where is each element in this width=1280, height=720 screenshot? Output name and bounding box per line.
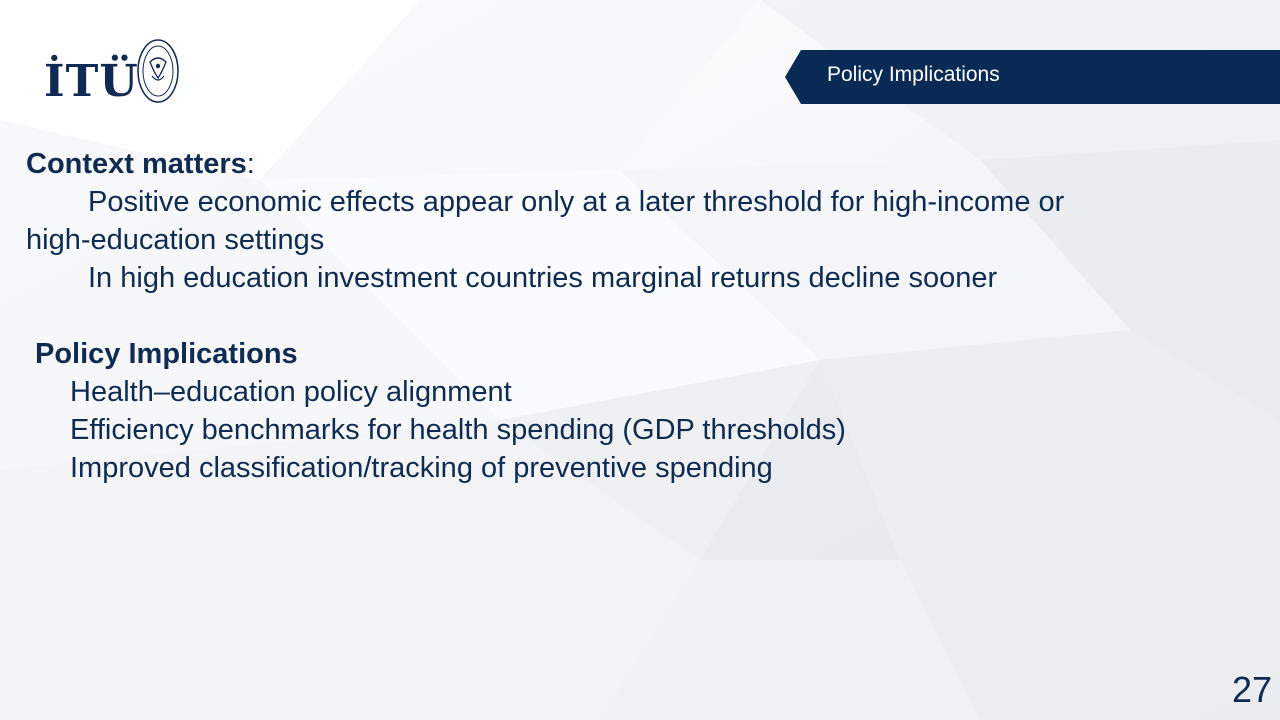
banner-title: Policy Implications (827, 63, 1000, 86)
section-banner: Policy Implications (785, 50, 1280, 104)
policy-heading: Policy Implications (35, 338, 298, 370)
policy-item-1: Health–education policy alignment (70, 376, 512, 408)
policy-item-2: Efficiency benchmarks for health spendin… (70, 414, 846, 446)
policy-item-3: Improved classification/tracking of prev… (70, 452, 773, 484)
logo-wordmark: İTÜ (44, 56, 139, 107)
university-seal-icon (137, 39, 179, 103)
context-point-1-line-1: Positive economic effects appear only at… (88, 186, 1065, 218)
context-point-1-line-2: high-education settings (26, 224, 325, 256)
page-number: 27 (1231, 669, 1272, 710)
context-heading-colon: : (246, 148, 255, 180)
itu-logo: İTÜ (40, 38, 180, 118)
context-point-2: In high education investment countries m… (88, 262, 998, 294)
context-heading-line: Context matters: (26, 145, 1246, 183)
slide-body: Context matters: Positive economic effec… (26, 145, 1246, 487)
banner-shape (785, 50, 1280, 104)
context-heading: Context matters (26, 148, 247, 180)
